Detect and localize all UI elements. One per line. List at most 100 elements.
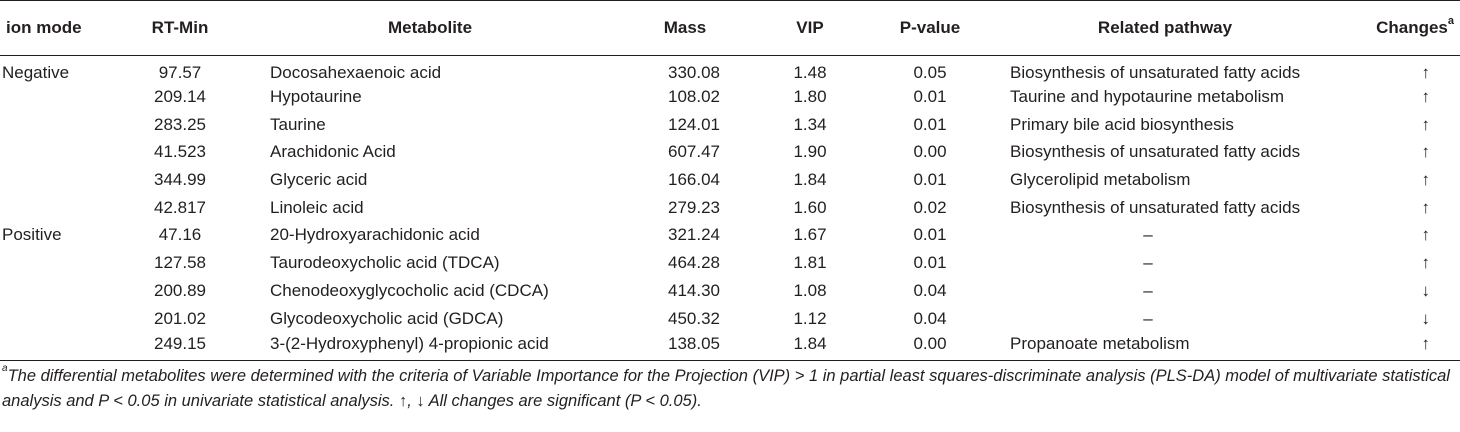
cell-ion-mode — [0, 166, 110, 194]
cell-metabolite: Hypotaurine — [270, 87, 362, 107]
cell-metabolite: Linoleic acid — [270, 197, 364, 217]
cell-ion-mode — [0, 249, 110, 277]
cell-mass: 108.02 — [668, 87, 720, 107]
cell-rt-min: 283.25 — [154, 114, 206, 134]
header-ion-mode: ion mode — [0, 0, 110, 56]
header-mass: Mass — [610, 0, 760, 56]
header-metabolite: Metabolite — [250, 0, 610, 56]
cell-rt-min: 209.14 — [154, 87, 206, 107]
cell-mass: 464.28 — [668, 253, 720, 273]
cell-p-value: 0.04 — [913, 280, 947, 300]
cell-change: ↑ — [1421, 62, 1431, 82]
cell-ion-mode — [0, 277, 110, 305]
cell-related-pathway: Biosynthesis of unsaturated fatty acids — [1010, 197, 1301, 217]
cell-ion-mode — [0, 83, 110, 111]
cell-mass: 279.23 — [668, 197, 720, 217]
cell-rt-min: 249.15 — [110, 332, 250, 361]
cell-related-pathway: – — [1143, 308, 1153, 328]
cell-ion-mode — [0, 332, 110, 361]
header-changes-footnote-marker: a — [1447, 15, 1454, 28]
cell-metabolite: Taurodeoxycholic acid (TDCA) — [270, 253, 500, 273]
cell-p-value: 0.01 — [913, 114, 947, 134]
table-row: 200.89 Chenodeoxyglycocholic acid (CDCA) 4… — [0, 277, 1460, 305]
cell-mass: 330.08 — [668, 62, 720, 82]
cell-related-pathway: – — [1143, 280, 1153, 300]
cell-change: ↑ — [1421, 87, 1431, 107]
cell-metabolite: Arachidonic Acid — [270, 142, 396, 162]
table-row: 249.15 3-(2-Hydroxyphenyl) 4-propionic ac… — [0, 332, 1460, 361]
header-rt-min: RT-Min — [110, 0, 250, 56]
cell-metabolite: Chenodeoxyglycocholic acid (CDCA) — [270, 280, 549, 300]
cell-p-value: 0.01 — [913, 87, 947, 107]
header-changes-label: Changes — [1376, 18, 1448, 37]
metabolites-table: ion mode RT-Min Metabolite Mass VIP P-va… — [0, 0, 1460, 361]
cell-rt-min: 201.02 — [154, 308, 206, 328]
table-row: 201.02 Glycodeoxycholic acid (GDCA) 450.32… — [0, 305, 1460, 333]
cell-mass: 450.32 — [668, 308, 720, 328]
cell-change: ↑ — [1421, 142, 1431, 162]
cell-vip: 1.60 — [793, 197, 827, 217]
table-header: ion mode RT-Min Metabolite Mass VIP P-va… — [0, 0, 1460, 56]
table-row: 283.25 Taurine 124.01 1.34 0.01 Primary bile … — [0, 111, 1460, 139]
table-row: 41.523 Arachidonic Acid 607.47 1.90 0.00 Bios… — [0, 139, 1460, 167]
cell-p-value: 0.01 — [913, 225, 947, 245]
cell-change: ↑ — [1330, 332, 1460, 361]
footnote-marker: a — [2, 362, 8, 374]
header-row: ion mode RT-Min Metabolite Mass VIP P-va… — [0, 0, 1460, 56]
cell-rt-min: 42.817 — [154, 197, 206, 217]
cell-p-value: 0.00 — [913, 142, 947, 162]
cell-rt-min: 200.89 — [154, 280, 206, 300]
cell-vip: 1.08 — [793, 280, 827, 300]
header-changes: Changesa — [1330, 0, 1460, 56]
cell-ion-mode — [0, 139, 110, 167]
cell-related-pathway: Biosynthesis of unsaturated fatty acids — [1010, 62, 1301, 82]
cell-p-value: 0.00 — [860, 332, 1000, 361]
cell-change: ↑ — [1421, 197, 1431, 217]
header-p-value: P-value — [860, 0, 1000, 56]
table-row: Negative 97.57 Docosahexaenoic acid 330.08 1… — [0, 56, 1460, 84]
cell-ion-mode — [0, 194, 110, 222]
cell-mass: 166.04 — [668, 170, 720, 190]
cell-change: ↑ — [1421, 114, 1431, 134]
cell-p-value: 0.02 — [913, 197, 947, 217]
cell-ion-mode: Positive — [2, 225, 62, 245]
cell-change: ↑ — [1421, 253, 1431, 273]
table-row: 42.817 Linoleic acid 279.23 1.60 0.02 Biosynt… — [0, 194, 1460, 222]
cell-metabolite: Taurine — [270, 114, 326, 134]
header-related-pathway: Related pathway — [1000, 0, 1330, 56]
cell-vip: 1.34 — [793, 114, 827, 134]
cell-ion-mode — [0, 305, 110, 333]
cell-related-pathway: Taurine and hypotaurine metabolism — [1010, 87, 1285, 107]
cell-rt-min: 127.58 — [154, 253, 206, 273]
cell-vip: 1.80 — [793, 87, 827, 107]
cell-vip: 1.67 — [793, 225, 827, 245]
cell-change: ↑ — [1421, 225, 1431, 245]
cell-metabolite: Glycodeoxycholic acid (GDCA) — [270, 308, 504, 328]
table-row: 127.58 Taurodeoxycholic acid (TDCA) 464.28… — [0, 249, 1460, 277]
cell-vip: 1.84 — [760, 332, 860, 361]
cell-p-value: 0.05 — [913, 62, 947, 82]
cell-ion-mode — [0, 111, 110, 139]
table-body: Negative 97.57 Docosahexaenoic acid 330.08 1… — [0, 56, 1460, 361]
cell-metabolite: Docosahexaenoic acid — [270, 62, 442, 82]
cell-related-pathway: – — [1143, 225, 1153, 245]
cell-metabolite: 20-Hydroxyarachidonic acid — [270, 225, 480, 245]
table-row: Positive 47.16 20-Hydroxyarachidonic acid 3… — [0, 222, 1460, 250]
header-vip: VIP — [760, 0, 860, 56]
cell-p-value: 0.01 — [913, 253, 947, 273]
cell-ion-mode: Negative — [2, 62, 70, 82]
cell-rt-min: 41.523 — [154, 142, 206, 162]
footnote-text: The differential metabolites were determ… — [2, 367, 1450, 410]
cell-vip: 1.84 — [793, 170, 827, 190]
table-row: 209.14 Hypotaurine 108.02 1.80 0.01 Taurine a… — [0, 83, 1460, 111]
table-footnote: aThe differential metabolites were deter… — [0, 362, 1460, 414]
cell-related-pathway: Glycerolipid metabolism — [1010, 170, 1191, 190]
cell-mass: 414.30 — [668, 280, 720, 300]
cell-vip: 1.48 — [793, 62, 827, 82]
cell-change: ↓ — [1421, 308, 1431, 328]
cell-mass: 321.24 — [668, 225, 720, 245]
cell-vip: 1.12 — [793, 308, 827, 328]
cell-metabolite: Glyceric acid — [270, 170, 368, 190]
cell-related-pathway: Biosynthesis of unsaturated fatty acids — [1010, 142, 1301, 162]
cell-change: ↓ — [1421, 280, 1431, 300]
